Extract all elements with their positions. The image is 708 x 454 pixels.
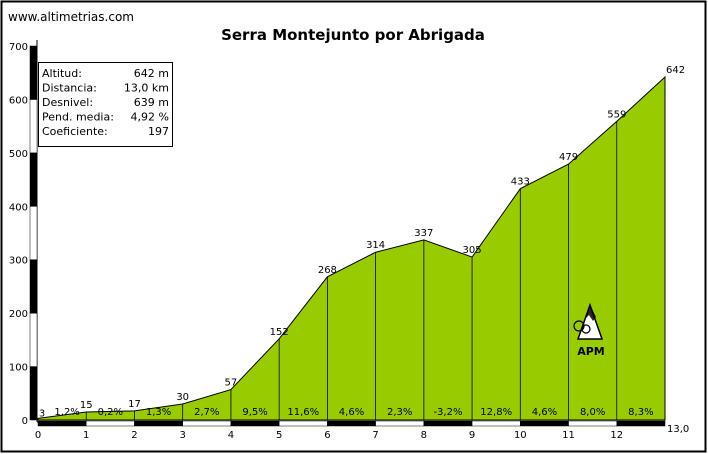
elevation-label: 479 [559,152,578,163]
gradient-label: 0,2% [98,407,123,418]
y-axis-band [29,99,38,154]
elevation-label: 57 [225,378,238,389]
gradient-label: 2,7% [194,407,219,418]
stats-label: Pend. media: [42,111,114,124]
x-axis-band [568,420,618,427]
y-tick-label: 700 [9,42,28,53]
elevation-label: 30 [176,392,189,403]
x-axis-band [134,420,183,427]
gradient-label: 9,5% [242,407,267,418]
x-axis-band [278,420,328,427]
gradient-label: 8,3% [628,407,653,418]
y-tick-label: 0 [22,416,28,427]
x-tick-label: 1 [83,430,89,441]
x-axis-band [37,420,87,427]
elevation-label: 305 [463,245,482,256]
y-axis-band [29,259,38,314]
y-axis: 0 100 200 300 400 500 600 700 [9,42,38,427]
apm-logo: APM [573,302,605,358]
x-axis-band [375,420,425,427]
stats-box: Altitud: 642 m Distancia: 13,0 km Desnivel: 6… [38,62,173,147]
gradient-label: 2,3% [387,407,412,418]
site-url[interactable]: www.altimetrias.com [8,10,134,24]
x-end-label: 13,0 [667,424,689,435]
x-axis-band [471,420,521,427]
segment-lines [85,121,618,420]
apm-logo-text: APM [577,345,605,358]
y-axis-band [29,45,38,100]
elevation-label: 152 [270,327,289,338]
gradient-label: 12,8% [480,407,512,418]
elevation-label: 17 [128,399,141,410]
x-tick-label: 3 [180,430,186,441]
stats-value: 197 [148,125,169,138]
stats-value: 642 m [134,67,169,80]
x-tick-label: 2 [131,430,137,441]
y-tick-label: 300 [9,256,28,267]
x-axis-band [327,420,376,427]
point-labels: 3 15 17 30 57 152 268 314 337 305 433 479 559 642 [39,65,685,419]
y-axis-band [29,312,38,367]
x-tick-label: 0 [35,430,41,441]
y-tick-label: 200 [9,309,28,320]
chart-title: Serra Montejunto por Abrigada [221,26,485,44]
gradient-label: 11,6% [287,407,319,418]
mountain-icon [576,302,604,340]
gradient-label: 8,0% [580,407,605,418]
elevation-label: 15 [80,400,93,411]
x-tick-label: 11 [562,430,575,441]
x-tick-label: 8 [421,430,427,441]
gradient-label: 4,6% [532,407,557,418]
gradient-labels: 1,2% 0,2% 1,3% 2,7% 9,5% 11,6% 4,6% 2,3% -3,2% 12… [54,407,653,418]
y-axis-band [29,206,38,260]
elevation-label: 433 [511,177,530,188]
elevation-label: 3 [39,408,45,419]
stats-value: 4,92 % [131,111,169,124]
y-tick-label: 100 [9,363,28,374]
elevation-label: 642 [666,65,685,76]
gradient-label: 1,3% [146,407,171,418]
x-axis-band [85,420,135,427]
x-tick-label: 6 [324,430,330,441]
stats-label: Altitud: [42,67,82,80]
x-tick-label: 5 [276,430,282,441]
gradient-label: 4,6% [339,407,364,418]
y-axis-band [29,366,38,421]
stats-label: Desnivel: [42,96,93,109]
stats-value: 639 m [134,96,169,109]
stats-label: Coeficiente: [42,125,108,138]
stats-value: 13,0 km [124,82,169,95]
y-tick-label: 500 [9,149,28,160]
y-tick-label: 400 [9,202,28,213]
elevation-label: 337 [414,228,433,239]
elevation-label: 314 [366,240,385,251]
gradient-label: 1,2% [54,407,79,418]
x-axis-band [230,420,280,427]
x-tick-label: 4 [228,430,234,441]
stats-label: Distancia: [42,82,97,95]
y-tick-label: 600 [9,95,28,106]
elevation-label: 559 [607,109,626,120]
x-tick-label: 7 [372,430,378,441]
x-axis-band [616,420,666,427]
elevation-label: 268 [318,265,337,276]
stats-box-border [38,62,173,147]
y-axis-band [29,152,38,207]
x-axis-band [423,420,473,427]
x-tick-label: 9 [469,430,475,441]
x-axis-band [520,420,569,427]
x-tick-label: 12 [610,430,623,441]
x-axis-band [182,420,232,427]
x-tick-label: 10 [514,430,527,441]
gradient-label: -3,2% [433,407,462,418]
